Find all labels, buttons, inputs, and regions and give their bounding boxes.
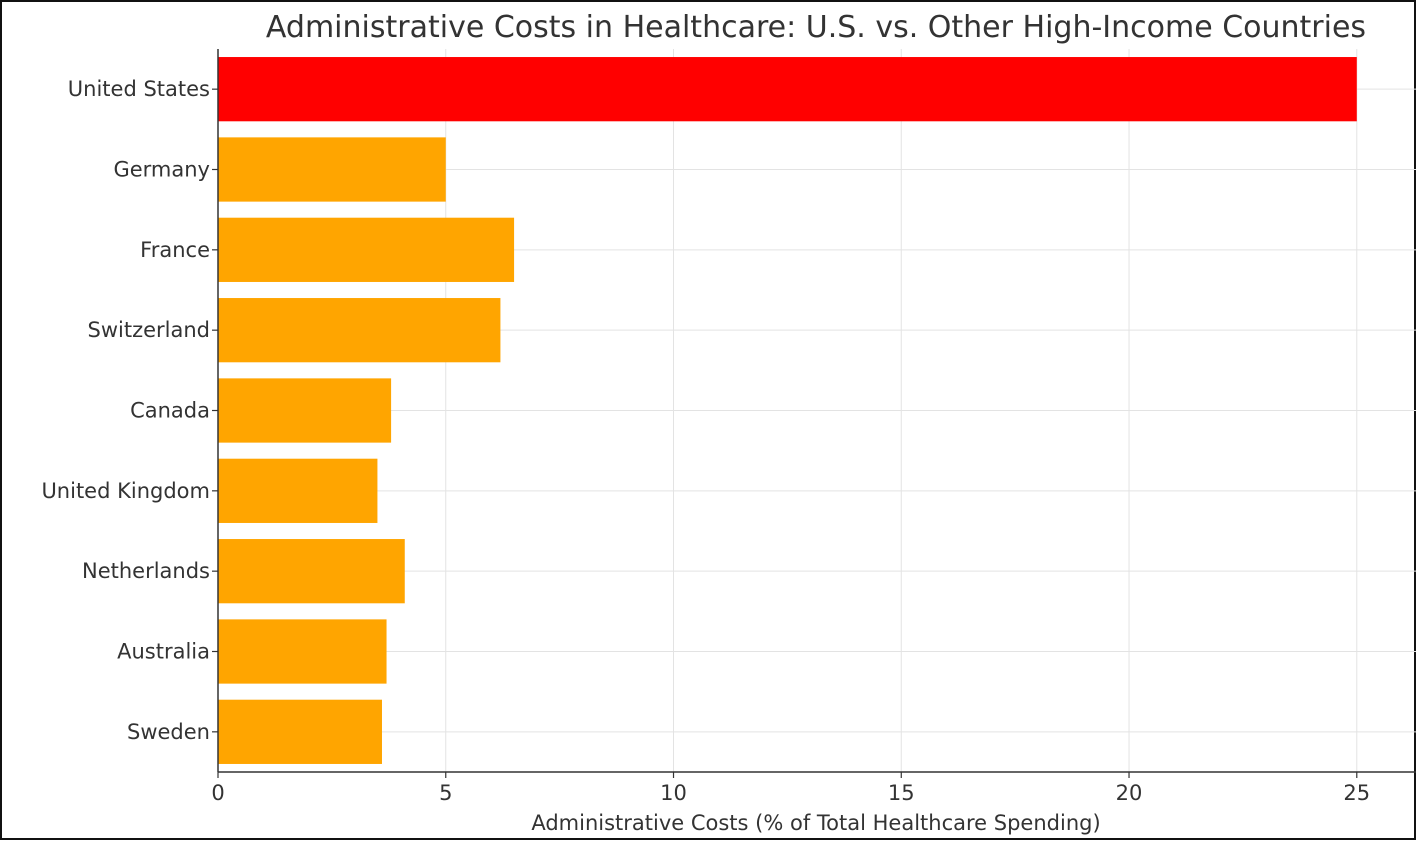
tick-labels: 0 5 10 15 20 25 United States Germany France Swit…	[41, 77, 1370, 805]
y-tick-label: United Kingdom	[41, 479, 210, 503]
y-tick-label: United States	[68, 77, 210, 101]
x-tick-label: 15	[888, 781, 915, 805]
x-tick-label: 5	[439, 781, 452, 805]
bar-germany	[218, 137, 446, 202]
y-tick-label: Netherlands	[82, 559, 210, 583]
chart-title: Administrative Costs in Healthcare: U.S.…	[266, 10, 1366, 45]
x-axis-label: Administrative Costs (% of Total Healthc…	[531, 811, 1100, 835]
bar-united-states	[218, 57, 1357, 122]
bar-sweden	[218, 699, 382, 764]
y-tick-label: Switzerland	[88, 318, 211, 342]
grid	[217, 49, 1416, 772]
y-tick-label: Australia	[117, 640, 210, 664]
x-tick-label: 20	[1116, 781, 1143, 805]
y-tick-label: Sweden	[127, 720, 210, 744]
bar-switzerland	[218, 298, 501, 363]
bars	[218, 57, 1357, 764]
x-tick-label: 10	[660, 781, 687, 805]
y-tick-label: Germany	[113, 158, 210, 182]
bar-netherlands	[218, 539, 405, 604]
bar-united-kingdom	[218, 458, 378, 523]
axes	[212, 49, 1416, 778]
bar-canada	[218, 378, 392, 443]
x-tick-label: 0	[211, 781, 224, 805]
y-tick-label: France	[140, 238, 210, 262]
y-tick-label: Canada	[130, 399, 210, 423]
bar-australia	[218, 619, 387, 684]
x-tick-label: 25	[1343, 781, 1370, 805]
bar-france	[218, 217, 515, 282]
